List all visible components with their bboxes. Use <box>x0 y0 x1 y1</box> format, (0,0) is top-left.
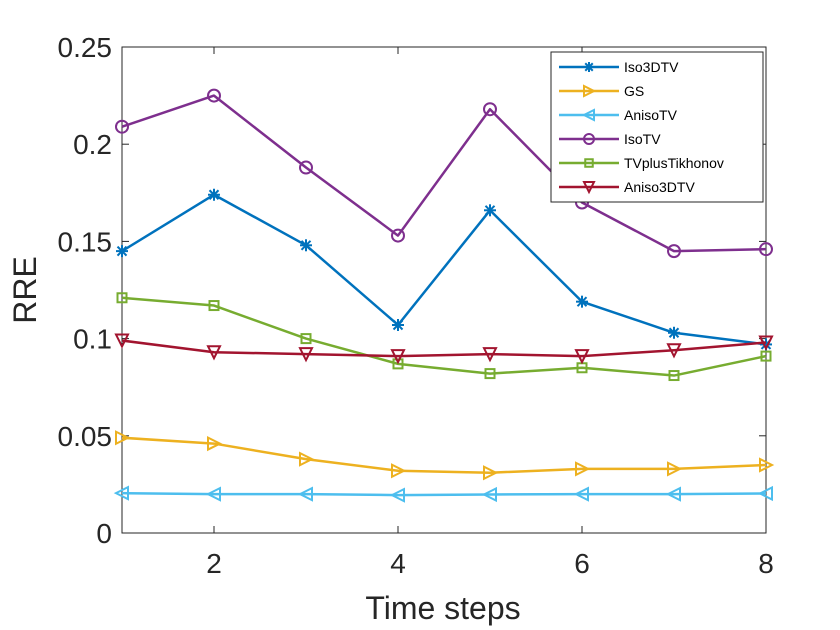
data-point-marker <box>389 487 405 503</box>
data-point-marker <box>583 133 595 145</box>
data-point-marker <box>482 347 498 363</box>
series-line <box>121 193 767 346</box>
legend-label: TVplusTikhonov <box>624 155 724 171</box>
series-anisotv <box>113 485 773 503</box>
data-point-marker <box>207 88 221 103</box>
series-isotv <box>115 88 773 259</box>
legend-label: Aniso3DTV <box>624 179 695 195</box>
series-line <box>121 296 767 377</box>
series-aniso3dtv <box>114 333 774 365</box>
data-point-marker <box>392 358 404 370</box>
y-tick-label: 0.25 <box>58 32 113 63</box>
y-axis-label: RRE <box>7 256 43 324</box>
data-point-marker <box>115 430 131 446</box>
data-point-marker <box>299 160 313 175</box>
data-point-marker <box>584 62 594 72</box>
data-point-marker <box>576 295 588 308</box>
data-point-marker <box>575 461 591 477</box>
data-point-marker <box>392 318 404 331</box>
data-point-marker <box>666 343 682 359</box>
series-line <box>121 339 767 358</box>
data-point-marker <box>298 347 314 363</box>
data-point-marker <box>668 370 680 382</box>
data-point-marker <box>391 228 405 243</box>
data-point-marker <box>208 300 220 312</box>
data-point-marker <box>667 461 683 477</box>
data-point-marker <box>481 486 497 503</box>
legend-label: IsoTV <box>624 131 661 147</box>
data-point-marker <box>205 486 221 502</box>
x-axis-label: Time steps <box>365 590 520 626</box>
data-point-marker <box>297 486 313 502</box>
series-line <box>121 436 767 474</box>
data-point-marker <box>584 158 594 168</box>
data-point-marker <box>116 245 128 258</box>
legend-label: Iso3DTV <box>624 59 679 75</box>
data-point-marker <box>484 368 496 380</box>
legend-item: Aniso3DTV <box>559 179 695 195</box>
data-point-marker <box>483 102 497 117</box>
legend-item: AnisoTV <box>559 107 678 123</box>
legend-box <box>550 51 764 203</box>
y-tick-label: 0.05 <box>58 421 113 452</box>
data-point-marker <box>300 333 312 345</box>
data-point-marker <box>574 349 590 365</box>
y-tick-label: 0.15 <box>58 226 113 257</box>
x-tick-label: 4 <box>390 548 406 579</box>
legend-item: TVplusTikhonov <box>559 155 724 171</box>
data-point-marker <box>113 485 129 501</box>
data-point-marker <box>300 239 312 252</box>
data-point-marker <box>115 119 129 134</box>
x-tick-label: 6 <box>574 548 590 579</box>
y-tick-label: 0.1 <box>73 324 112 355</box>
y-tick-label: 0.2 <box>73 129 112 160</box>
data-point-marker <box>390 349 406 365</box>
data-point-marker <box>114 333 130 349</box>
data-point-marker <box>573 486 589 502</box>
data-point-marker <box>759 457 775 473</box>
legend: Iso3DTV GS AnisoTV IsoTV TVplusTikhonov Aniso… <box>550 51 764 203</box>
data-point-marker <box>758 335 774 351</box>
data-point-marker <box>668 326 680 339</box>
data-point-marker <box>391 463 407 479</box>
data-point-marker <box>116 292 128 304</box>
legend-label: AnisoTV <box>624 107 678 123</box>
legend-item: GS <box>559 83 644 99</box>
series-iso3dtv <box>116 188 772 351</box>
data-point-marker <box>583 84 597 98</box>
series-line <box>121 491 767 497</box>
data-point-marker <box>760 350 772 362</box>
series-tvplustikhonov <box>116 292 772 382</box>
data-point-marker <box>667 244 681 259</box>
data-point-marker <box>483 465 499 481</box>
data-point-marker <box>582 181 596 195</box>
x-tick-label: 8 <box>758 548 774 579</box>
legend-label: GS <box>624 83 644 99</box>
data-point-marker <box>299 451 315 467</box>
x-tick-label: 2 <box>206 548 222 579</box>
legend-item: Iso3DTV <box>559 59 679 75</box>
data-point-marker <box>207 435 223 452</box>
data-point-marker <box>581 108 595 122</box>
data-point-marker <box>206 345 222 361</box>
series-line <box>121 94 767 253</box>
series-gs <box>115 430 775 481</box>
y-tick-label: 0 <box>96 518 112 549</box>
data-point-marker <box>484 204 496 217</box>
data-point-marker <box>665 486 681 502</box>
data-point-marker <box>759 242 773 257</box>
legend-item: IsoTV <box>559 131 661 147</box>
series-group <box>113 88 775 503</box>
data-point-marker <box>208 188 220 201</box>
data-point-marker <box>757 485 773 502</box>
